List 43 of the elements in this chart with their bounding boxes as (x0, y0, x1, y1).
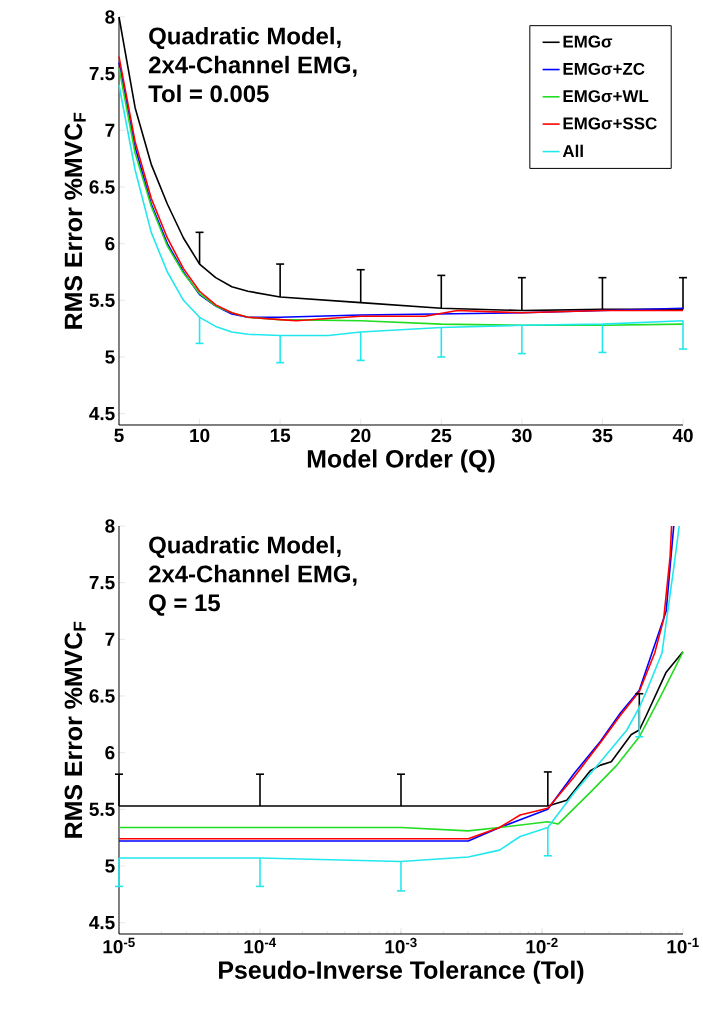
y-tick-label: 4.5 (89, 407, 115, 421)
y-tick-label: 5 (105, 350, 115, 364)
legend-label: EMGσ+ZC (563, 62, 645, 75)
y-tick-label: 6.5 (89, 180, 115, 194)
y-tick-label: 6 (105, 236, 115, 251)
legend-label: EMGσ+WL (563, 90, 649, 103)
x-tick-label: 10$^{-4}$ (244, 937, 277, 954)
x-tick-label: 15 (270, 428, 291, 443)
y-tick-label: 7 (105, 123, 115, 137)
annotation: 2x4-Channel EMG, (149, 55, 357, 77)
y-tick-label: 6 (105, 745, 115, 760)
annotation: Quadratic Model, (149, 535, 341, 558)
legend-label: EMGσ+SSC (563, 117, 657, 130)
x-tick-label: 10 (190, 428, 210, 443)
y-tick-label: 5 (105, 859, 115, 873)
y-tick-label: 4.5 (89, 916, 115, 930)
y-tick-label: 7 (105, 632, 115, 646)
x-tick-label: 30 (511, 428, 532, 443)
x-tick-label: 10$^{-2}$ (526, 937, 558, 954)
x-tick-label: 25 (431, 428, 452, 443)
annotation: Q = 15 (149, 594, 220, 616)
x-tick-label: 10$^{-3}$ (385, 937, 417, 954)
x-tick-label: 35 (592, 428, 613, 443)
x-tick-label: 20 (350, 428, 371, 443)
x-tick-label: 10$^{-5}$ (103, 937, 135, 954)
y-axis-title: RMS Error %MVC$_{F}$ (64, 112, 86, 329)
y-tick-label: 6.5 (89, 689, 115, 703)
y-tick-label: 5.5 (89, 293, 115, 307)
y-tick-label: 7.5 (89, 576, 115, 590)
y-tick-label: 7.5 (89, 67, 115, 81)
x-axis-title: Pseudo-Inverse Tolerance (Tol) (219, 960, 584, 984)
annotation: Quadratic Model, (149, 26, 341, 49)
y-tick-label: 5.5 (89, 802, 115, 816)
y-tick-label: 8 (105, 519, 115, 533)
legend-label: EMGσ (563, 35, 613, 48)
annotation: 2x4-Channel EMG, (149, 564, 357, 586)
y-tick-label: 8 (105, 10, 115, 24)
y-axis-title: RMS Error %MVC$_{F}$ (64, 621, 86, 838)
legend-label: All (562, 144, 583, 157)
x-tick-label: 40 (672, 428, 693, 443)
x-axis-title: Model Order (Q) (307, 449, 495, 473)
x-tick-label: 10$^{-1}$ (667, 937, 699, 954)
annotation: Tol = 0.005 (148, 84, 269, 103)
